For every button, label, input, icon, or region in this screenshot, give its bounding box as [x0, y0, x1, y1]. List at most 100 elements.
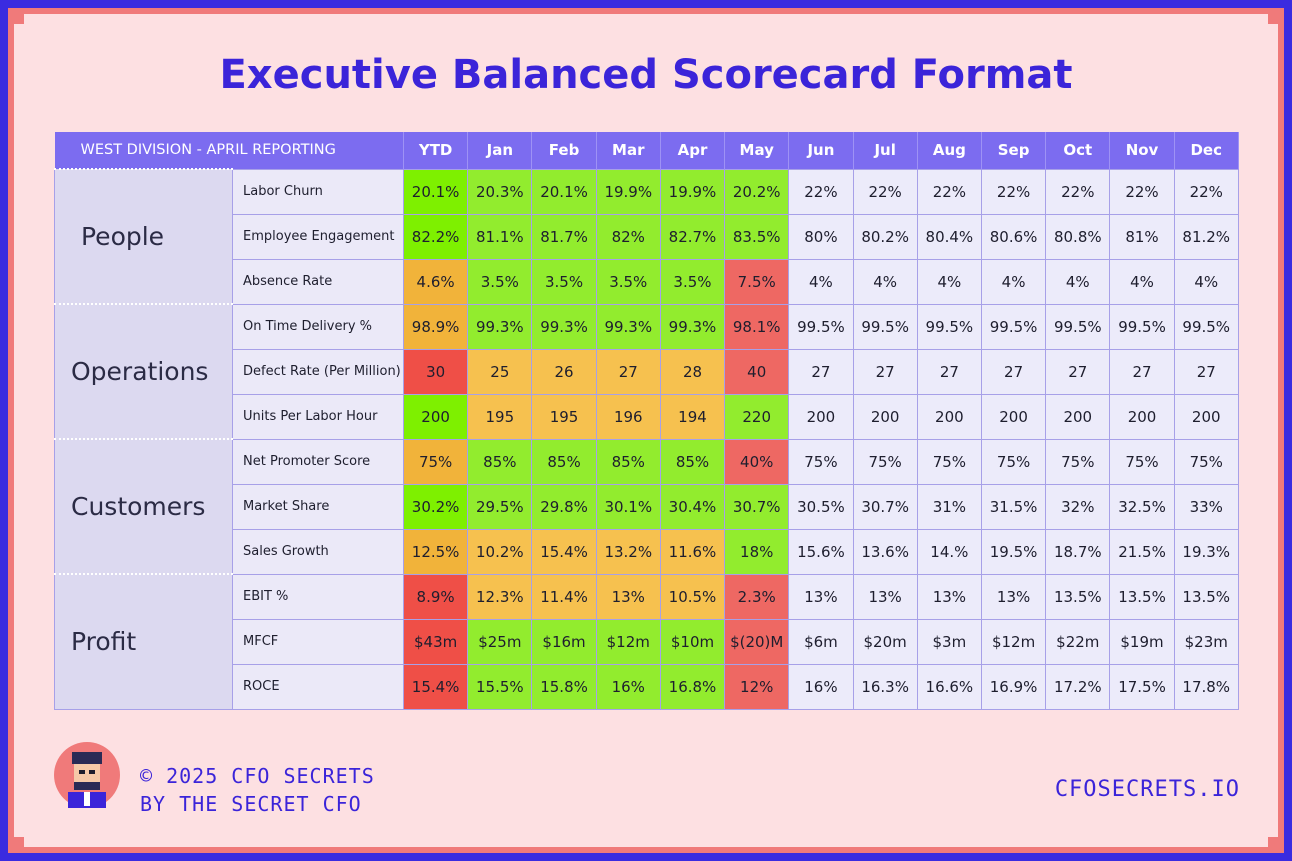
value-cell: 4%	[916, 258, 982, 305]
value-cell: 12.3%	[467, 573, 533, 620]
table-row: Customers Net Promoter Score 75% 85% 85% 85% 8…	[54, 438, 1239, 575]
value-cell: 75%	[1045, 438, 1111, 485]
value-cell: 75%	[980, 438, 1047, 485]
metric-label: Sales Growth	[232, 528, 404, 575]
value-cell: 19.3%	[1173, 528, 1239, 575]
category-label: Profit	[54, 573, 233, 710]
website-link[interactable]: CFOSECRETS.IO	[1054, 777, 1240, 802]
column-header-10: Oct	[1045, 132, 1111, 169]
value-cell: 4%	[1109, 258, 1175, 305]
column-header-0: YTD	[403, 132, 469, 169]
column-header-1: Jan	[467, 132, 533, 169]
value-cell: 80.8%	[1045, 213, 1111, 260]
column-header-3: Mar	[596, 132, 661, 169]
value-cell: 2.3%	[724, 573, 790, 620]
value-cell: 194	[659, 393, 726, 440]
value-cell: 200	[788, 393, 854, 440]
value-cell: 22%	[1109, 168, 1175, 215]
value-cell: 80.2%	[852, 213, 918, 260]
value-cell: 33%	[1173, 483, 1239, 530]
value-cell: 32.5%	[1109, 483, 1175, 530]
value-cell: 27	[788, 348, 854, 395]
category-label: Customers	[54, 438, 233, 575]
value-cell: 29.8%	[531, 483, 597, 530]
value-cell: 17.8%	[1173, 663, 1239, 710]
metric-label: EBIT %	[232, 573, 404, 620]
value-cell: 14.%	[916, 528, 982, 575]
value-cell: 22%	[852, 168, 918, 215]
value-cell: 99.5%	[1109, 303, 1175, 350]
metric-label: Labor Churn	[232, 168, 404, 215]
value-cell: 40%	[724, 438, 790, 485]
value-cell: 85%	[467, 438, 533, 485]
value-cell: $3m	[916, 618, 982, 665]
value-cell: 4%	[788, 258, 854, 305]
value-cell: 16%	[788, 663, 854, 710]
value-cell: 11.6%	[659, 528, 726, 575]
value-cell: 30	[402, 348, 469, 395]
metric-label: Defect Rate (Per Million)	[232, 348, 404, 395]
value-cell: 200	[402, 393, 469, 440]
value-cell: 13%	[852, 573, 918, 620]
value-cell: 99.5%	[980, 303, 1047, 350]
value-cell: 195	[467, 393, 533, 440]
value-cell: 28	[659, 348, 726, 395]
frame-corner	[14, 837, 24, 847]
value-cell: 15.5%	[467, 663, 533, 710]
table-row: Defect Rate (Per Million) 30 25 26 27 28 40 27 2…	[55, 348, 1239, 395]
value-cell: 16.6%	[916, 663, 982, 710]
value-cell: 16.3%	[852, 663, 918, 710]
value-cell: 75%	[916, 438, 982, 485]
value-cell: 75%	[402, 438, 469, 485]
value-cell: 27	[852, 348, 918, 395]
value-cell: 40	[724, 348, 790, 395]
value-cell: 82%	[595, 213, 661, 260]
value-cell: 27	[595, 348, 661, 395]
value-cell: 3.5%	[531, 258, 597, 305]
value-cell: 22%	[1045, 168, 1111, 215]
value-cell: 29.5%	[467, 483, 533, 530]
table-row: MFCF $43m $25m $16m $12m $10m $(20)M $6m $20m $3m…	[55, 618, 1239, 665]
header-row: WEST DIVISION - APRIL REPORTING YTD Jan Fe…	[54, 132, 1239, 169]
value-cell: 10.5%	[659, 573, 726, 620]
value-cell: 27	[1109, 348, 1175, 395]
value-cell: 98.1%	[724, 303, 790, 350]
value-cell: $22m	[1045, 618, 1111, 665]
value-cell: $23m	[1173, 618, 1239, 665]
value-cell: 13%	[916, 573, 982, 620]
value-cell: 13.5%	[1045, 573, 1111, 620]
table-row: Employee Engagement 82.2% 81.1% 81.7% 82% 82.…	[55, 213, 1239, 260]
value-cell: 99.3%	[595, 303, 661, 350]
value-cell: 200	[980, 393, 1047, 440]
table-row: Absence Rate 4.6% 3.5% 3.5% 3.5% 3.5% 7.5% 4% 4%…	[55, 258, 1239, 305]
value-cell: 31%	[916, 483, 982, 530]
value-cell: 82.7%	[659, 213, 726, 260]
value-cell: 13%	[595, 573, 661, 620]
value-cell: 83.5%	[724, 213, 790, 260]
value-cell: 98.9%	[402, 303, 469, 350]
value-cell: 99.5%	[788, 303, 854, 350]
table-row: Operations On Time Delivery % 98.9% 99.3% 99…	[54, 303, 1239, 440]
table-row: Market Share 30.2% 29.5% 29.8% 30.1% 30.4% 30.…	[55, 483, 1239, 530]
value-cell: 22%	[916, 168, 982, 215]
metric-label: Net Promoter Score	[232, 438, 404, 485]
value-cell: 85%	[531, 438, 597, 485]
cfo-avatar-icon	[54, 742, 120, 808]
value-cell: 80%	[788, 213, 854, 260]
value-cell: 27	[916, 348, 982, 395]
frame-corner	[1268, 837, 1278, 847]
value-cell: 17.2%	[1045, 663, 1111, 710]
value-cell: 75%	[1109, 438, 1175, 485]
value-cell: 18.7%	[1045, 528, 1111, 575]
value-cell: 30.2%	[402, 483, 469, 530]
value-cell: 12%	[724, 663, 790, 710]
value-cell: 13.5%	[1173, 573, 1239, 620]
column-header-4: Apr	[660, 132, 726, 169]
column-header-11: Nov	[1109, 132, 1175, 169]
value-cell: 80.6%	[980, 213, 1047, 260]
value-cell: 16.9%	[980, 663, 1047, 710]
value-cell: 30.4%	[659, 483, 726, 530]
value-cell: 99.5%	[852, 303, 918, 350]
value-cell: 19.9%	[659, 168, 726, 215]
value-cell: 32%	[1045, 483, 1111, 530]
